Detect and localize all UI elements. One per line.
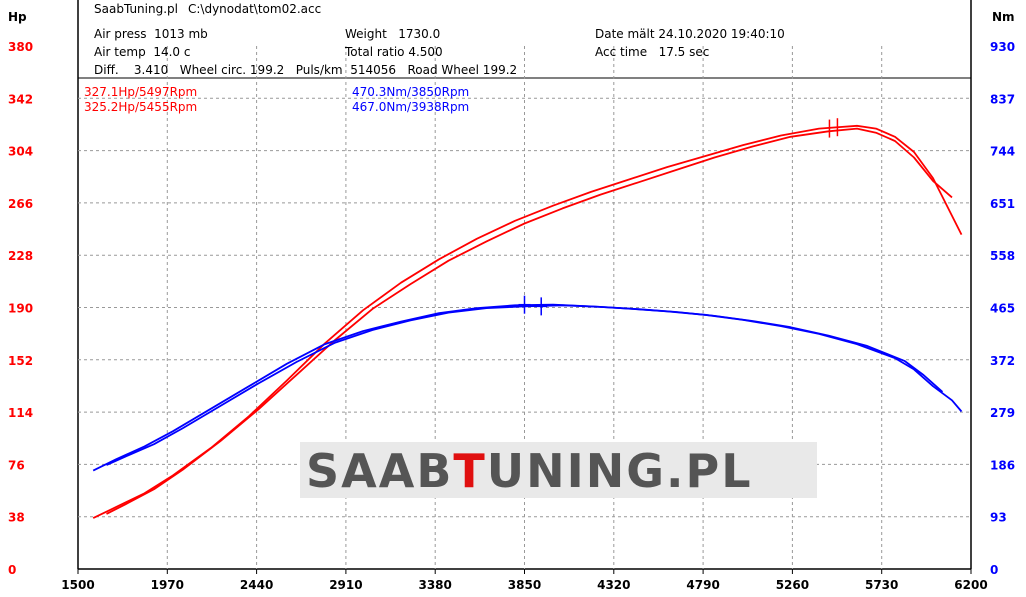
left-tick-label: 0	[8, 563, 16, 577]
total-ratio: Total ratio 4.500	[345, 45, 443, 59]
power-curve-1	[106, 127, 953, 515]
x-tick-label: 6200	[954, 578, 987, 592]
left-tick-label: 304	[8, 145, 33, 159]
right-tick-label: 837	[990, 92, 1015, 106]
x-tick-label: 1970	[151, 578, 184, 592]
right-tick-label: 744	[990, 145, 1015, 159]
right-tick-label: 0	[990, 563, 998, 577]
x-tick-label: 4320	[597, 578, 630, 592]
x-tick-label: 5260	[776, 578, 809, 592]
left-axis-unit: Hp	[8, 10, 27, 24]
air-temp: Air temp 14.0 c	[94, 45, 191, 59]
right-axis-unit: Nm	[992, 10, 1015, 24]
right-tick-label: 372	[990, 354, 1015, 368]
x-tick-label: 3380	[418, 578, 451, 592]
left-tick-label: 190	[8, 302, 33, 316]
left-tick-label: 38	[8, 511, 25, 525]
software-name: SaabTuning.pl	[94, 2, 178, 16]
peak-nm-annotation-2: 467.0Nm/3938Rpm	[352, 100, 470, 114]
saabtuning-watermark: SAABTUNING.PL	[300, 442, 817, 498]
x-tick-label: 4790	[686, 578, 719, 592]
acc-time: Acc time 17.5 sec	[595, 45, 710, 59]
left-tick-label: 380	[8, 40, 33, 54]
watermark-part-2: T	[453, 444, 487, 498]
air-press: Air press 1013 mb	[94, 27, 208, 41]
x-tick-label: 3850	[508, 578, 541, 592]
left-tick-label: 76	[8, 458, 25, 472]
peak-hp-annotation-2: 325.2Hp/5455Rpm	[84, 100, 198, 114]
right-tick-label: 186	[990, 458, 1015, 472]
left-tick-label: 114	[8, 406, 33, 420]
left-tick-label: 228	[8, 249, 33, 263]
file-path: C:\dynodat\tom02.acc	[188, 2, 322, 16]
peak-nm-annotation-1: 470.3Nm/3850Rpm	[352, 85, 470, 99]
watermark-part-3: UNING.PL	[486, 444, 753, 498]
x-tick-label: 2910	[329, 578, 362, 592]
peak-hp-annotation-1: 327.1Hp/5497Rpm	[84, 85, 198, 99]
right-tick-label: 279	[990, 406, 1015, 420]
watermark-logo-text: SAABTUNING.PL	[306, 444, 753, 498]
left-tick-label: 266	[8, 197, 33, 211]
x-tick-label: 2440	[240, 578, 273, 592]
right-tick-label: 93	[990, 511, 1007, 525]
x-tick-label: 1500	[61, 578, 94, 592]
right-tick-label: 930	[990, 40, 1015, 54]
x-tick-label: 5730	[865, 578, 898, 592]
weight: Weight 1730.0	[345, 27, 441, 41]
right-tick-label: 651	[990, 197, 1015, 211]
watermark-part-1: SAAB	[306, 444, 454, 498]
right-tick-label: 558	[990, 249, 1015, 263]
left-tick-label: 342	[8, 92, 33, 106]
right-tick-label: 465	[990, 302, 1015, 316]
date-measured: Date mält 24.10.2020 19:40:10	[595, 27, 785, 41]
left-tick-label: 152	[8, 354, 33, 368]
diff-line: Diff. 3.410 Wheel circ. 199.2 Puls/km 51…	[94, 63, 518, 77]
